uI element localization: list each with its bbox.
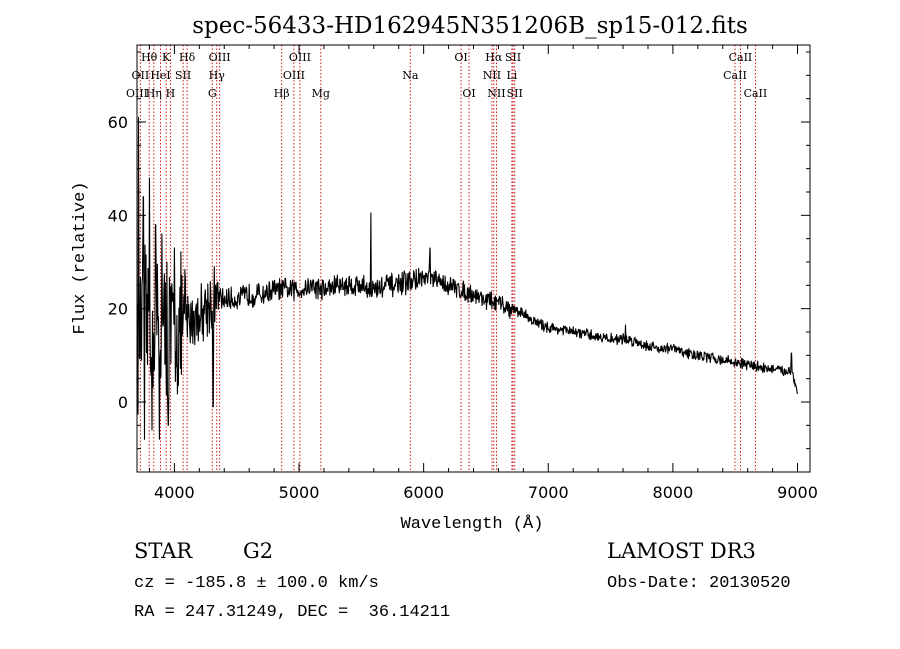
y-tick-label: 40 [108,206,128,225]
y-tick-label: 60 [108,113,128,132]
y-tick-label: 0 [118,393,128,412]
line-label: H [166,87,176,100]
x-tick-label: 4000 [154,483,195,502]
line-label: SII [175,69,191,82]
line-label: CaII [723,69,747,82]
observation-date: Obs-Date: 20130520 [607,574,791,593]
survey-name: LAMOST DR3 [607,539,756,563]
line-label: NII [487,87,505,100]
redshift-velocity: cz = -185.8 ± 100.0 km/s [134,574,379,593]
line-label: Hδ [179,51,196,64]
line-label: Hγ [209,69,226,82]
y-axis: 0 20 40 60 [108,51,810,450]
line-label: K [162,51,171,64]
x-tick-label: 6000 [403,483,444,502]
x-axis-label: Wavelength (Å) [401,515,544,534]
line-label: SII [505,51,521,64]
x-tick-label: 9000 [777,483,818,502]
line-label: G [208,87,217,100]
line-label: OI [462,87,475,100]
line-label: Hβ [274,87,290,100]
x-axis: 4000 5000 6000 7000 8000 9000 [148,45,818,502]
line-label: NII [483,69,501,82]
chart-title: spec-56433-HD162945N351206B_sp15-012.fit… [192,13,748,39]
spectrum-line [136,116,799,440]
line-label: Hθ [141,51,158,64]
line-label: Na [402,69,419,82]
line-label: Hη [146,87,162,100]
line-label: OIII [283,69,305,82]
x-tick-label: 7000 [528,483,569,502]
plot-frame [136,44,811,473]
line-label: Li [506,69,517,82]
line-label: Hα [485,51,503,64]
line-label: HeI [150,69,170,82]
x-tick-label: 8000 [653,483,694,502]
y-axis-label: Flux (relative) [71,181,90,334]
object-subclass: G2 [243,539,274,563]
line-label: OIII [209,51,231,64]
line-label: OIII [289,51,311,64]
line-label: CaII [744,87,768,100]
object-class: STAR [134,539,193,563]
line-label: Mg [312,87,330,100]
coordinates: RA = 247.31249, DEC = 36.14211 [134,603,451,622]
x-tick-label: 5000 [279,483,320,502]
line-label: SII [507,87,523,100]
y-tick-label: 20 [108,300,128,319]
line-label: CaII [729,51,753,64]
spectral-line-markers [136,45,756,472]
line-label: OI [454,51,467,64]
